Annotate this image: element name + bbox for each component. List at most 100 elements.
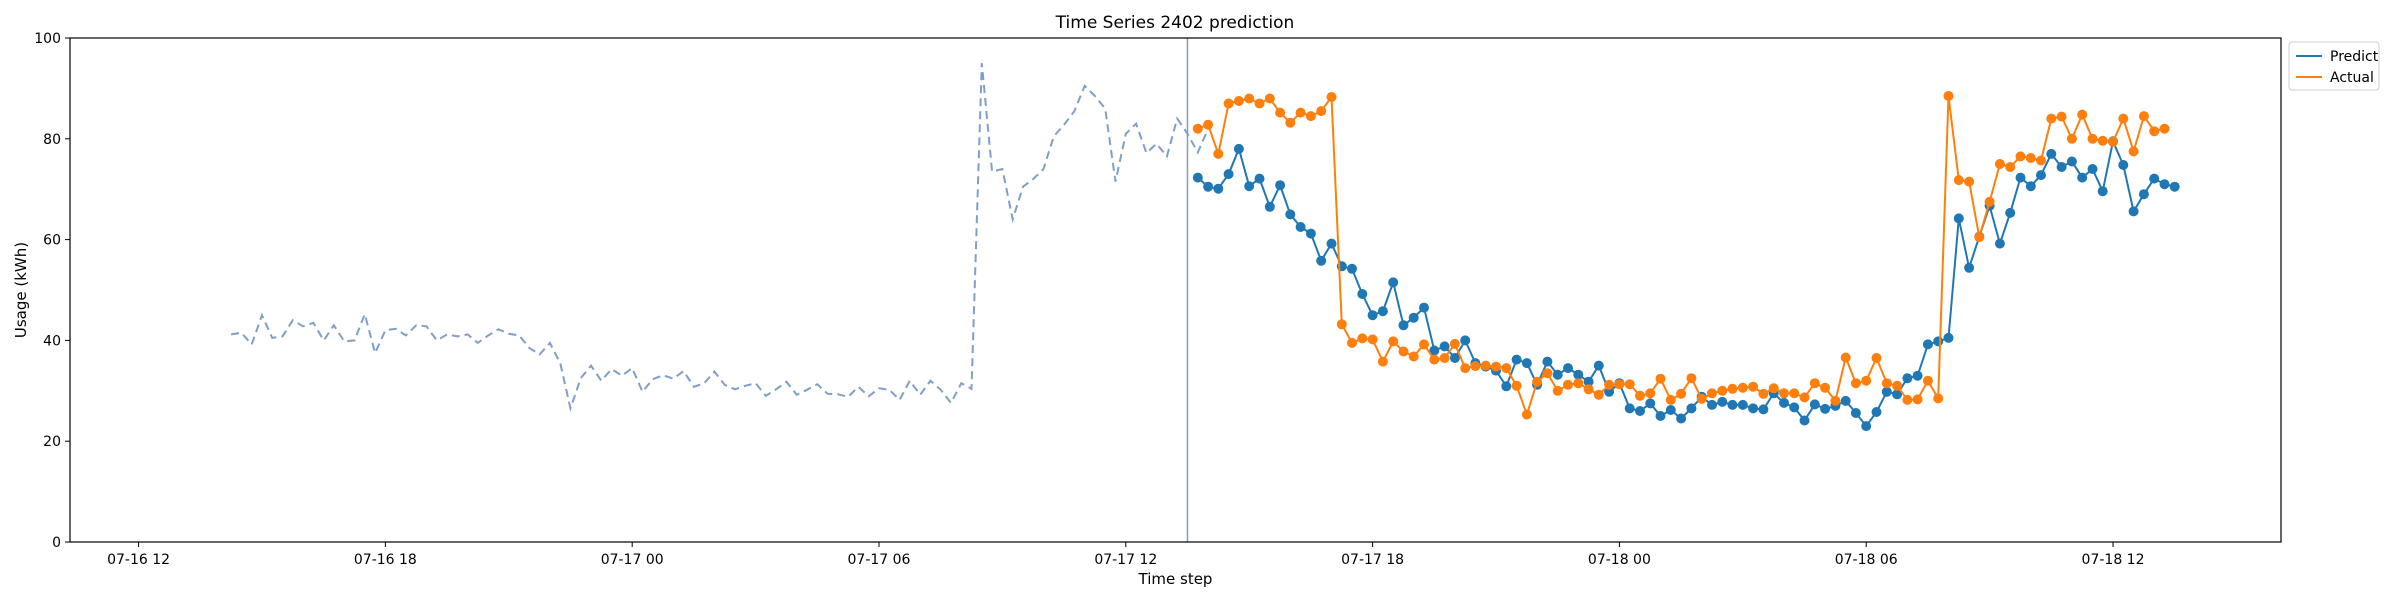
y-tick-label: 60 [43,233,61,249]
data-point-predict [1953,213,1964,224]
data-point-predict [1377,306,1388,317]
data-point-actual [1922,375,1933,386]
data-point-actual [2118,113,2129,124]
data-point-actual [2066,133,2077,144]
data-point-actual [1768,383,1779,394]
data-point-actual [1326,92,1337,102]
data-point-actual [2056,111,2067,122]
data-point-actual [1892,380,1903,391]
axes: 0 20 40 60 80 100 07-16 12 07-16 18 07-17 00 07-1… [34,31,2144,568]
data-point-predict [1645,398,1656,409]
data-point-predict [1850,408,1861,418]
data-point-actual [1676,388,1687,399]
data-point-predict [1593,360,1604,371]
x-tick-label: 07-17 18 [1341,552,1404,568]
data-point-predict [2077,172,2088,183]
data-point-actual [1501,363,1512,374]
data-point-actual [1665,394,1676,405]
data-point-actual [1871,353,1882,363]
data-point-predict [2149,173,2160,184]
legend: Predict Actual [2288,41,2380,91]
data-point-predict [1367,310,1378,321]
x-tick-label: 07-18 00 [1588,552,1651,568]
data-point-actual [1419,339,1429,350]
data-point-predict [1429,345,1440,356]
data-point-actual [1861,375,1872,386]
data-point-actual [1707,388,1717,399]
data-point-actual [1429,354,1440,365]
y-tick-label: 0 [52,535,61,551]
data-point-predict [1347,263,1357,274]
data-point-actual [1532,376,1543,387]
data-point-predict [1840,395,1851,406]
data-point-actual [2097,135,2108,146]
data-point-predict [1264,201,1275,212]
data-point-predict [1964,262,1975,273]
data-point-actual [1244,93,1255,104]
data-point-predict [1758,404,1769,415]
data-point-actual [2087,133,2098,144]
data-point-actual [1264,93,1275,104]
data-point-predict [1439,341,1450,352]
data-point-predict [1902,373,1913,384]
y-tick-label: 80 [43,132,61,148]
data-point-predict [1624,403,1635,414]
data-point-predict [1357,289,1368,299]
data-point-predict [1305,228,1316,239]
data-point-predict [1388,277,1399,288]
plot-frame [69,37,2282,543]
data-point-predict [1604,386,1615,397]
x-tick-label: 07-17 06 [848,552,911,568]
data-point-predict [1809,399,1820,410]
x-tick-label: 07-16 12 [107,552,170,568]
chart-title: Time Series 2402 prediction [1055,13,1295,33]
data-point-actual [1367,334,1378,345]
data-point-predict [1563,363,1573,374]
data-point-actual [1398,346,1409,357]
data-point-actual [2025,153,2036,163]
data-point-actual [1850,378,1861,389]
data-point-predict [1552,369,1563,380]
data-point-actual [1593,389,1604,400]
data-point-actual [1994,159,2005,169]
data-point-predict [2025,181,2036,192]
data-point-predict [2097,186,2108,197]
data-point-actual [1542,368,1553,379]
data-point-actual [1830,395,1841,406]
data-point-predict [1933,336,1944,347]
data-point-actual [1696,393,1707,404]
data-point-predict [1748,403,1759,414]
data-point-actual [1779,388,1789,399]
data-point-actual [1192,123,1203,134]
plot-area [230,38,2180,542]
x-tick-label: 07-17 00 [601,552,664,568]
data-point-actual [1964,176,1975,187]
data-point-actual [2138,111,2149,122]
series-line-actual [1197,94,2165,418]
data-point-predict [1871,407,1882,417]
data-point-actual [1614,379,1625,390]
data-point-predict [1665,405,1676,415]
data-point-predict [1326,238,1337,249]
data-point-actual [1460,363,1471,374]
data-point-predict [1244,181,1255,192]
data-point-actual [1984,196,1995,207]
data-point-predict [1542,356,1553,367]
data-point-actual [1470,361,1481,372]
data-point-predict [1521,358,1532,369]
data-point-predict [1316,255,1327,266]
data-point-actual [1953,175,1964,186]
data-point-actual [1203,119,1214,130]
data-point-predict [2128,206,2139,217]
data-point-actual [1573,378,1584,389]
data-point-actual [1902,394,1913,405]
data-point-predict [1861,421,1872,432]
data-point-actual [2128,146,2139,157]
data-point-actual [1758,388,1769,399]
data-point-actual [1789,388,1800,399]
legend-label-actual: Actual [2330,70,2374,86]
data-point-actual [1295,107,1306,118]
data-point-predict [1922,339,1933,350]
data-point-predict [2046,148,2057,159]
